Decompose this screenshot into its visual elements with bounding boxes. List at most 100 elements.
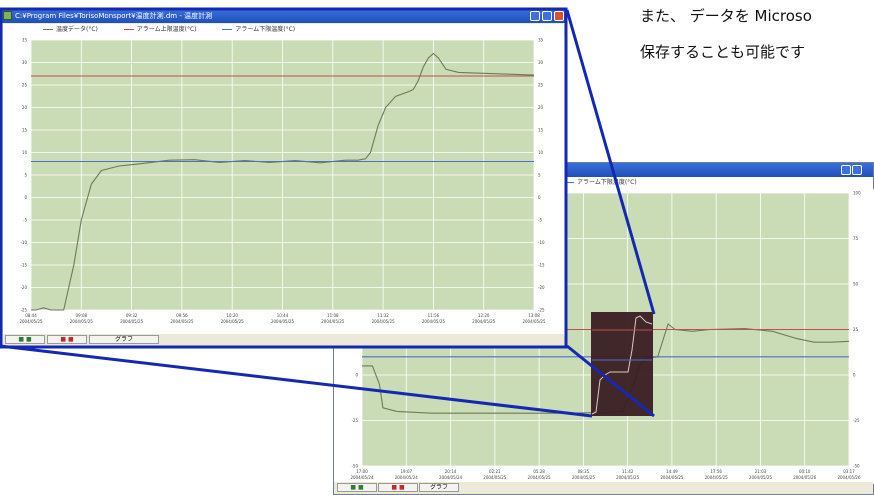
y-tick-label-right: 25 <box>853 327 859 332</box>
y-tick-label: -20 <box>20 285 27 290</box>
y-tick-label-right: 100 <box>853 191 861 196</box>
maximize-button[interactable] <box>542 11 552 21</box>
x-tick-time: 08:35 <box>578 469 590 474</box>
x-tick-time: 11:42 <box>622 469 634 474</box>
x-tick-date: 2004/05/26 <box>837 475 861 480</box>
app-icon <box>3 11 12 20</box>
y-tick-label-right: 20 <box>538 105 544 110</box>
x-tick-time: 12:20 <box>478 313 490 318</box>
x-tick-date: 2004/05/25 <box>372 319 396 324</box>
y-tick-label-right: -5 <box>538 218 542 223</box>
y-tick-label: 30 <box>22 60 28 65</box>
main-window-title: C:¥Program Files¥TorisoMonsport¥温度計測.dm … <box>15 12 213 20</box>
y-tick-label: 10 <box>22 150 28 155</box>
x-tick-date: 2004/05/25 <box>271 319 295 324</box>
legend-item-high-alarm: アラーム上限温度(°C) <box>123 26 209 33</box>
y-tick-label: -25 <box>20 308 27 313</box>
x-tick-time: 14:49 <box>666 469 678 474</box>
x-tick-date: 2004/05/25 <box>321 319 345 324</box>
y-tick-label-right: 35 <box>538 38 544 43</box>
y-tick-label: -50 <box>351 464 358 469</box>
main-window: C:¥Program Files¥TorisoMonsport¥温度計測.dm … <box>0 8 567 348</box>
x-tick-date: 2004/05/25 <box>749 475 773 480</box>
main-chart-legend: 温度データ(°C) アラーム上限温度(°C) アラーム下限温度(°C) <box>3 24 564 36</box>
y-tick-label-right: 0 <box>853 373 856 378</box>
x-tick-date: 2004/05/25 <box>616 475 640 480</box>
x-tick-time: 11:08 <box>327 313 339 318</box>
x-tick-date: 2004/05/26 <box>793 475 817 480</box>
x-tick-date: 2004/05/25 <box>522 319 546 324</box>
x-tick-time: 10:20 <box>226 313 238 318</box>
x-tick-date: 2004/05/25 <box>70 319 94 324</box>
x-tick-time: 08:44 <box>25 313 37 318</box>
x-tick-date: 2004/05/25 <box>422 319 446 324</box>
x-tick-time: 20:14 <box>445 469 457 474</box>
legend-swatch <box>222 29 233 30</box>
x-tick-time: 17:56 <box>710 469 722 474</box>
x-tick-time: 11:32 <box>377 313 389 318</box>
minimize-button[interactable] <box>841 165 851 175</box>
x-tick-time: 09:08 <box>76 313 88 318</box>
zoom-selection-box <box>591 312 653 416</box>
x-tick-time: 19:07 <box>401 469 413 474</box>
y-tick-label: -10 <box>20 240 27 245</box>
tab-graph[interactable]: グラフ <box>419 483 459 492</box>
y-tick-label-right: 15 <box>538 128 544 133</box>
x-tick-time: 03:17 <box>843 469 855 474</box>
y-tick-label: -5 <box>23 218 27 223</box>
x-tick-date: 2004/05/24 <box>395 475 419 480</box>
legend-item-low-alarm: アラーム下限温度(°C) <box>222 26 307 33</box>
tab-alarm[interactable]: ■ ■ <box>378 483 418 492</box>
x-tick-date: 2004/05/25 <box>528 475 552 480</box>
legend-swatch <box>123 29 134 30</box>
legend-swatch <box>43 29 53 30</box>
x-tick-time: 05:28 <box>533 469 545 474</box>
x-tick-date: 2004/05/24 <box>439 475 463 480</box>
y-tick-label-right: 75 <box>853 236 859 241</box>
tab-data[interactable]: ■ ■ <box>337 483 377 492</box>
maximize-button[interactable] <box>852 165 862 175</box>
y-tick-label: -25 <box>351 418 358 423</box>
x-tick-date: 2004/05/25 <box>705 475 729 480</box>
tab-graph[interactable]: グラフ <box>89 335 159 344</box>
y-tick-label-right: -20 <box>538 285 545 290</box>
minimize-button[interactable] <box>530 11 540 21</box>
x-tick-date: 2004/05/25 <box>483 475 507 480</box>
y-tick-label-right: -50 <box>853 464 860 469</box>
back-tabbar: ■ ■ ■ ■ グラフ <box>334 482 873 494</box>
y-tick-label-right: 25 <box>538 83 544 88</box>
main-window-titlebar[interactable]: C:¥Program Files¥TorisoMonsport¥温度計測.dm … <box>1 9 566 23</box>
y-tick-label: 25 <box>22 83 28 88</box>
x-tick-time: 11:56 <box>428 313 440 318</box>
y-tick-label-right: 30 <box>538 60 544 65</box>
x-tick-time: 09:32 <box>126 313 138 318</box>
x-tick-date: 2004/05/25 <box>221 319 245 324</box>
caption-line-1: また、 データを Microso <box>640 7 812 25</box>
y-tick-label-right: 10 <box>538 150 544 155</box>
x-tick-date: 2004/05/25 <box>170 319 194 324</box>
close-button[interactable] <box>554 11 564 21</box>
x-tick-time: 00:10 <box>799 469 811 474</box>
tab-alarm[interactable]: ■ ■ <box>47 335 87 344</box>
y-tick-label-right: -25 <box>853 418 860 423</box>
caption-line-2: 保存することも可能です <box>640 43 806 61</box>
y-tick-label-right: -25 <box>538 308 545 313</box>
tab-data[interactable]: ■ ■ <box>5 335 45 344</box>
y-tick-label-right: 50 <box>853 282 859 287</box>
y-tick-label: 35 <box>22 38 28 43</box>
x-tick-date: 2004/05/25 <box>120 319 144 324</box>
x-tick-time: 17:00 <box>356 469 368 474</box>
x-tick-date: 2004/05/24 <box>350 475 374 480</box>
x-tick-time: 10:44 <box>277 313 289 318</box>
x-tick-date: 2004/05/25 <box>660 475 684 480</box>
x-tick-date: 2004/05/25 <box>472 319 496 324</box>
y-tick-label-right: -10 <box>538 240 545 245</box>
x-tick-time: 09:56 <box>176 313 188 318</box>
y-tick-label: -15 <box>20 263 27 268</box>
main-tabbar: ■ ■ ■ ■ グラフ <box>3 334 564 345</box>
y-tick-label: 20 <box>22 105 28 110</box>
x-tick-date: 2004/05/25 <box>19 319 43 324</box>
x-tick-time: 13:08 <box>528 313 540 318</box>
x-tick-time: 21:03 <box>755 469 767 474</box>
